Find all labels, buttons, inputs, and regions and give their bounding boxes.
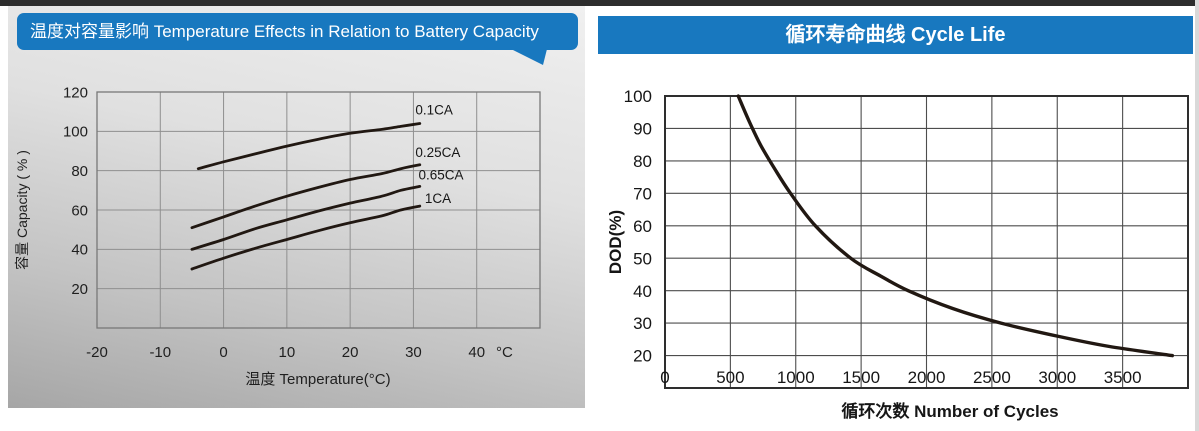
y-axis-title: DOD(%): [606, 210, 625, 274]
cycle-life-chart: 0 500 1000 1500 2000 2500 3000 3500 20 30 40 50 60 70…: [606, 87, 1189, 421]
y-tick-labels: 20 30 40 50 60 70 80 90 100: [624, 87, 652, 366]
curve-0.1CA: [196, 122, 422, 171]
x-axis-unit: °C: [496, 344, 513, 361]
svg-text:30: 30: [405, 344, 422, 361]
svg-text:100: 100: [63, 124, 88, 141]
right-edge-strip: [1195, 0, 1199, 431]
svg-text:120: 120: [63, 84, 88, 101]
svg-text:20: 20: [71, 281, 88, 298]
x-axis-title: 温度 Temperature(°C): [245, 371, 390, 388]
temperature-chart-panel: 温度对容量影响 Temperature Effects in Relation …: [8, 6, 585, 408]
svg-text:3000: 3000: [1038, 368, 1076, 387]
svg-text:-20: -20: [86, 344, 108, 361]
svg-text:70: 70: [633, 184, 652, 203]
svg-text:80: 80: [633, 152, 652, 171]
grid: [664, 95, 1188, 388]
svg-text:20: 20: [633, 347, 652, 366]
cycle-life-title-bar: 循环寿命曲线 Cycle Life: [598, 16, 1193, 54]
svg-text:500: 500: [716, 368, 744, 387]
svg-text:30: 30: [633, 314, 652, 333]
curve-DOD: [736, 94, 1174, 358]
svg-text:2500: 2500: [973, 368, 1011, 387]
svg-text:0: 0: [219, 344, 227, 361]
svg-text:1CA: 1CA: [425, 191, 451, 206]
svg-text:0.1CA: 0.1CA: [415, 103, 453, 118]
x-tick-labels: -20 -10 0 10 20 30 40 °C: [86, 344, 513, 361]
y-axis-title: 容量 Capacity ( % ): [14, 150, 30, 270]
plot-border: [664, 95, 1189, 389]
svg-text:1500: 1500: [842, 368, 880, 387]
svg-text:10: 10: [279, 344, 296, 361]
svg-text:3500: 3500: [1104, 368, 1142, 387]
temperature-chart-title: 温度对容量影响 Temperature Effects in Relation …: [30, 22, 539, 41]
cycle-life-title: 循环寿命曲线 Cycle Life: [785, 24, 1006, 46]
curve-0.25CA: [190, 163, 422, 230]
x-tick-labels: 0 500 1000 1500 2000 2500 3000 3500: [660, 368, 1141, 387]
svg-text:40: 40: [468, 344, 485, 361]
svg-text:0.65CA: 0.65CA: [418, 168, 463, 183]
svg-text:40: 40: [633, 282, 652, 301]
svg-text:1000: 1000: [777, 368, 815, 387]
svg-text:100: 100: [624, 87, 652, 106]
plot-border: [96, 91, 541, 329]
svg-text:40: 40: [71, 242, 88, 259]
svg-text:-10: -10: [149, 344, 171, 361]
temperature-chart-title-banner: 温度对容量影响 Temperature Effects in Relation …: [17, 13, 578, 50]
x-axis-title: 循环次数 Number of Cycles: [841, 401, 1058, 421]
svg-text:80: 80: [71, 163, 88, 180]
svg-text:60: 60: [633, 217, 652, 236]
svg-text:50: 50: [633, 249, 652, 268]
top-edge-strip: [0, 0, 1199, 6]
svg-text:60: 60: [71, 202, 88, 219]
curve-1CA: [190, 204, 422, 271]
svg-text:0.25CA: 0.25CA: [415, 145, 460, 160]
series-labels: 0.1CA 0.25CA 0.65CA 1CA: [415, 103, 463, 207]
svg-text:0: 0: [660, 368, 669, 387]
curve-0.65CA: [190, 185, 422, 251]
temperature-capacity-chart: -20 -10 0 10 20 30 40 °C 20 40 60 80 100 120 温度 Temper…: [14, 84, 541, 388]
svg-text:90: 90: [633, 120, 652, 139]
banner-tail: [511, 49, 547, 65]
svg-text:20: 20: [342, 344, 359, 361]
y-tick-labels: 20 40 60 80 100 120: [63, 84, 88, 298]
svg-text:2000: 2000: [908, 368, 946, 387]
